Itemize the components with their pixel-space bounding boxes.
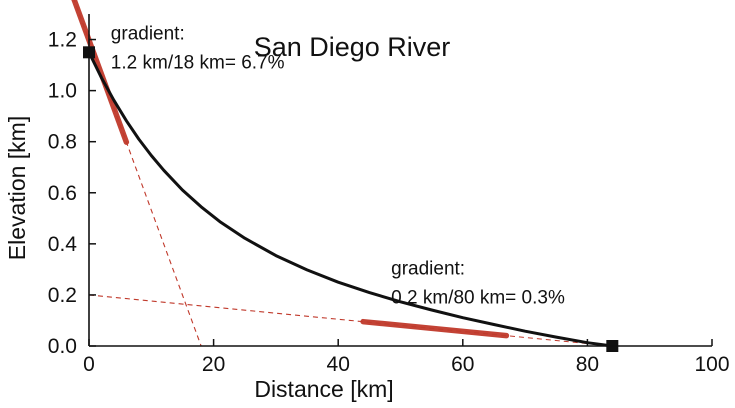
tangent-lines xyxy=(71,0,613,347)
gradient-annotation-line: 1.2 km/18 km= 6.7% xyxy=(111,53,285,74)
y-axis-title: Elevation [km] xyxy=(4,116,30,260)
x-tick-label: 100 xyxy=(694,353,729,376)
tangent-dashed-line xyxy=(73,0,202,347)
tangent-highlight-segment xyxy=(71,0,130,145)
y-tick-label: 1.2 xyxy=(48,29,77,52)
axes xyxy=(88,14,712,347)
elevation-series-line xyxy=(87,50,614,348)
y-tick-label: 1.0 xyxy=(48,80,77,103)
x-tick-label: 80 xyxy=(576,353,599,376)
x-tick-label: 60 xyxy=(451,353,474,376)
axis-ticks: 0 20 40 60 80 100 0.0 0.2 0.4 0.6 0.8 1.0 1.2 xyxy=(48,29,730,376)
profile-curve xyxy=(87,50,614,348)
gradient-annotations: gradient: 1.2 km/18 km= 6.7% gradient: 0.2 … xyxy=(111,24,565,309)
gradient-annotation-line: gradient: xyxy=(111,24,185,45)
x-tick-label: 20 xyxy=(202,353,225,376)
x-tick-label: 40 xyxy=(327,353,350,376)
y-tick-label: 0.8 xyxy=(48,131,77,154)
x-axis-title: Distance [km] xyxy=(254,376,393,402)
x-tick-label: 0 xyxy=(83,353,95,376)
gradient-annotation-line: 0.2 km/80 km= 0.3% xyxy=(391,287,565,308)
tangent-dashed-line xyxy=(88,294,613,347)
y-tick-label: 0.0 xyxy=(48,335,77,358)
y-tick-label: 0.6 xyxy=(48,182,77,205)
y-tick-label: 0.4 xyxy=(48,233,78,256)
chart-title: San Diego River xyxy=(254,32,451,62)
gradient-annotation-line: gradient: xyxy=(391,258,465,279)
tangent-highlight-segment xyxy=(360,318,510,339)
y-tick-label: 0.2 xyxy=(48,284,77,307)
